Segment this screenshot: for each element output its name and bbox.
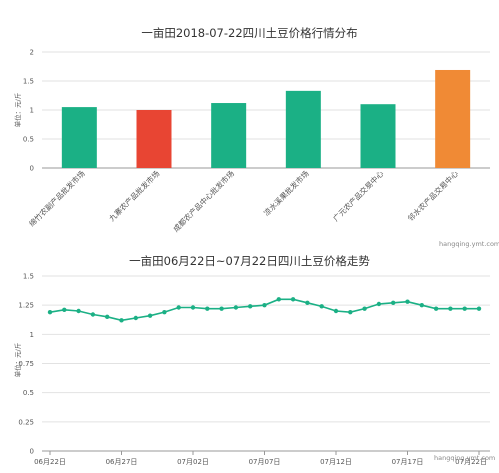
price-point (319, 304, 324, 309)
price-point (190, 305, 196, 310)
bar (360, 104, 396, 168)
price-point (219, 306, 224, 311)
price-point (90, 312, 96, 317)
price-point (419, 302, 424, 308)
price-point (76, 308, 81, 314)
price-point (376, 301, 382, 307)
price-point (248, 304, 253, 309)
bar (285, 90, 321, 168)
line-x-tick-label: 07月07日 (249, 458, 281, 466)
bar-y-tick-label: 0.5 (23, 136, 34, 144)
bar-chart-watermark: hangqing.ymt.com (439, 240, 499, 248)
price-point (62, 307, 67, 313)
price-series-line (49, 298, 479, 322)
line-y-tick-label: 0.75 (18, 360, 34, 368)
price-point (119, 318, 124, 323)
price-point (262, 302, 267, 308)
price-point (162, 309, 167, 315)
bar-chart-title: 一亩田2018-07-22四川土豆价格行情分布 (141, 26, 358, 40)
price-point (276, 297, 281, 302)
line-y-tick-label: 1 (30, 331, 34, 339)
line-y-tick-label: 0.5 (23, 389, 34, 397)
bar (61, 107, 97, 168)
price-point (476, 306, 482, 311)
bar-y-axis-label: 单位：元/斤 (13, 92, 22, 127)
bar-y-tick-label: 1 (30, 107, 34, 115)
line-y-axis-label: 单位：元/斤 (13, 342, 22, 377)
line-x-tick-label: 06月22日 (34, 458, 66, 466)
price-point (176, 305, 181, 310)
line-x-tick-label: 06月27日 (106, 458, 138, 466)
price-point (290, 297, 296, 302)
price-point (133, 315, 138, 321)
price-point (462, 306, 467, 311)
price-point (205, 306, 210, 311)
bar (211, 103, 247, 168)
line-x-tick-label: 07月22日 (455, 458, 487, 466)
price-point (105, 314, 110, 320)
price-point (147, 313, 153, 318)
line-y-tick-label: 1.5 (23, 273, 34, 281)
line-x-tick-label: 07月12日 (320, 458, 352, 466)
line-y-tick-label: 0 (30, 448, 34, 456)
price-point (305, 300, 310, 306)
price-point (448, 306, 453, 311)
price-point (391, 300, 396, 306)
line-y-tick-label: 0.25 (18, 418, 34, 426)
price-point (348, 309, 353, 315)
line-chart-title: 一亩田06月22日~07月22日四川土豆价格走势 (129, 254, 370, 268)
line-x-tick-label: 07月17日 (392, 458, 424, 466)
line-x-tick-label: 07月02日 (177, 458, 209, 466)
bar (136, 110, 172, 168)
price-point (233, 305, 239, 310)
price-point (47, 309, 53, 315)
price-point (405, 299, 410, 304)
line-chart-watermark: hangqing.ymt.com (434, 454, 496, 462)
line-y-tick-label: 1.25 (18, 302, 34, 310)
bar (435, 69, 471, 168)
bar-y-tick-label: 1.5 (23, 78, 34, 86)
price-point (333, 308, 339, 314)
price-point (433, 306, 439, 311)
bar-y-tick-label: 0 (30, 165, 34, 173)
price-point (362, 306, 367, 311)
bar-y-tick-label: 2 (30, 49, 34, 57)
